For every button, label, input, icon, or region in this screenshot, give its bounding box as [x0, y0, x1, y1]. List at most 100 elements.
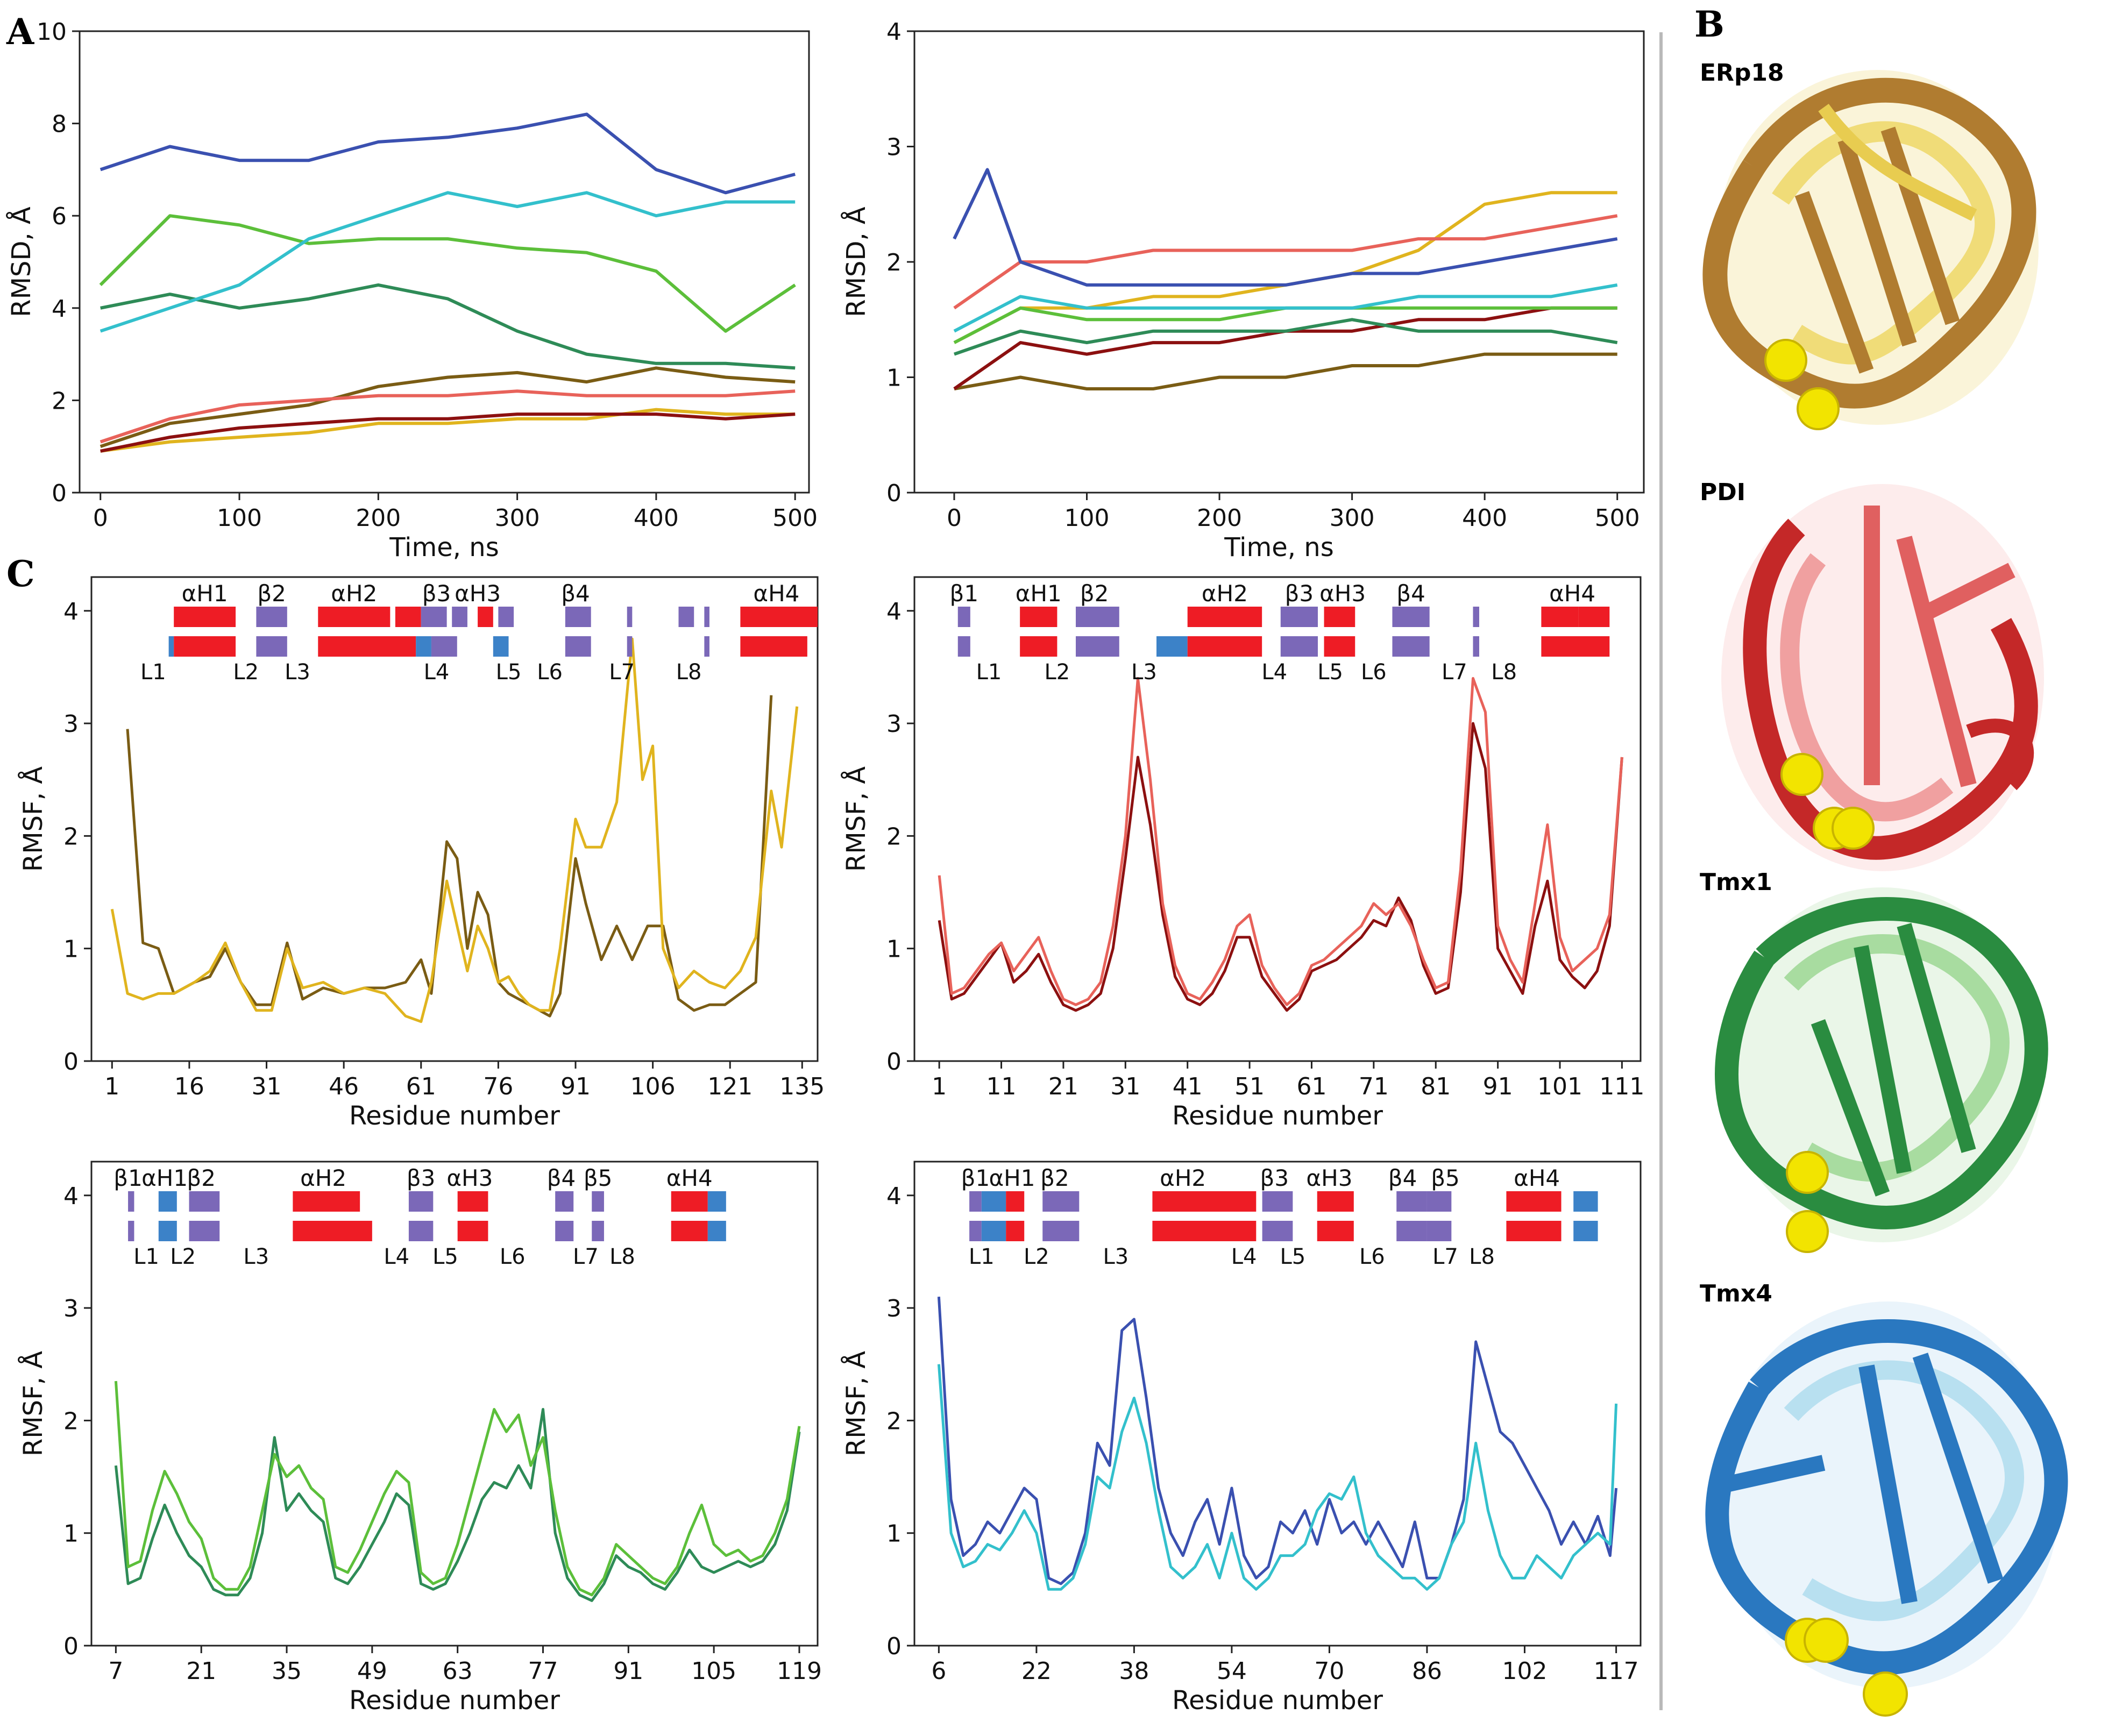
cysteine-sphere — [1804, 1618, 1849, 1663]
ss-element — [256, 607, 287, 627]
ss-element — [592, 1221, 604, 1241]
ss-element — [457, 1221, 488, 1241]
y-tick-label: 4 — [63, 598, 79, 625]
y-axis-label: RMSF, Å — [841, 1351, 871, 1456]
ss-element — [1006, 1191, 1025, 1212]
plot-frame — [913, 576, 1642, 1062]
ss-element — [158, 1191, 177, 1212]
series-line — [953, 283, 1618, 333]
loop-label: L2 — [1024, 1244, 1049, 1269]
x-tick-label: 38 — [1119, 1657, 1149, 1685]
rmsf-plot-tmx4: 6 22 38 54 70 86 102 117 0 1 2 3 4 Residue number RMSF… — [841, 1161, 1642, 1716]
ss-element — [1392, 636, 1430, 657]
ss-element — [1324, 607, 1355, 627]
x-tick-label: 41 — [1173, 1073, 1203, 1100]
series-line — [110, 637, 799, 1023]
structure-tmx4: Tmx4 — [1700, 1280, 2068, 1717]
x-axis-label: Time, ns — [1224, 532, 1333, 563]
ss-element — [981, 1191, 1006, 1212]
ss-element — [707, 1191, 726, 1212]
ss-label: β2 — [257, 580, 286, 607]
ss-element — [189, 1191, 220, 1212]
x-axis-label: Residue number — [349, 1101, 560, 1131]
y-tick-label: 3 — [886, 1295, 902, 1322]
ss-label: β3 — [1260, 1165, 1289, 1191]
y-tick-label: 3 — [886, 710, 902, 738]
ss-element — [493, 636, 509, 657]
x-tick-label: 51 — [1234, 1073, 1265, 1100]
ss-element — [408, 1221, 434, 1241]
series-line — [954, 318, 1618, 356]
ss-element — [592, 1191, 604, 1212]
loop-label: L3 — [243, 1244, 269, 1269]
ss-label: αH4 — [753, 580, 799, 607]
y-tick-label: 3 — [886, 134, 902, 161]
x-tick-label: 300 — [1330, 504, 1375, 532]
cysteine-sphere — [1786, 1151, 1829, 1194]
cysteine-sphere — [1764, 339, 1807, 382]
ss-label: αH3 — [446, 1165, 493, 1191]
ss-element — [128, 1221, 134, 1241]
y-tick-label: 8 — [52, 111, 67, 138]
loop-label: L4 — [1231, 1244, 1257, 1269]
loop-label: L7 — [1432, 1244, 1458, 1269]
ss-element — [981, 1221, 1006, 1241]
y-tick-label: 1 — [63, 936, 79, 963]
x-axis-label: Residue number — [349, 1685, 560, 1716]
ss-element — [189, 1221, 220, 1241]
x-tick-label: 101 — [1537, 1073, 1582, 1100]
ss-element — [969, 1191, 982, 1212]
y-tick-label: 1 — [886, 936, 902, 963]
structure-erp18: ERp18 — [1700, 59, 2039, 430]
y-tick-label: 3 — [63, 1295, 79, 1322]
x-tick-label: 77 — [528, 1657, 558, 1685]
ss-element — [158, 1221, 177, 1241]
y-tick-label: 2 — [52, 387, 67, 415]
y-axis-label: RMSD, Å — [841, 207, 871, 317]
loop-label: L2 — [170, 1244, 196, 1269]
ss-element — [128, 1191, 134, 1212]
ss-label: αH4 — [1514, 1165, 1560, 1191]
ribbon — [1724, 1353, 2004, 1604]
ss-element — [1573, 1191, 1598, 1212]
loop-label: L3 — [1103, 1244, 1129, 1269]
x-tick-label: 11 — [986, 1073, 1017, 1100]
ss-element — [1006, 1221, 1025, 1241]
x-tick-label: 400 — [634, 504, 679, 532]
ss-element — [957, 636, 970, 657]
y-tick-label: 2 — [886, 823, 902, 850]
ss-element — [1317, 1221, 1354, 1241]
ss-element — [740, 636, 807, 657]
x-tick-label: 105 — [691, 1657, 736, 1685]
structure-pdi: PDI — [1700, 479, 2044, 871]
loop-label: L1 — [976, 660, 1002, 685]
ss-element — [1396, 1221, 1427, 1241]
series-line — [100, 366, 796, 449]
x-tick-label: 111 — [1599, 1073, 1644, 1100]
y-tick-label: 0 — [886, 1633, 902, 1660]
ss-element — [565, 636, 591, 657]
y-tick-label: 0 — [52, 480, 67, 507]
x-tick-label: 91 — [560, 1073, 591, 1100]
panel-label-b: B — [1694, 3, 1724, 45]
ss-label: β5 — [1431, 1165, 1460, 1191]
ss-element — [627, 636, 633, 657]
cysteine-sphere — [1863, 1671, 1908, 1717]
ribbon — [1811, 923, 1976, 1197]
ss-element — [1187, 636, 1262, 657]
x-tick-label: 117 — [1594, 1657, 1639, 1685]
ss-label: αH1 — [182, 580, 228, 607]
series-line — [100, 112, 796, 195]
loop-label: L1 — [969, 1244, 995, 1269]
ss-element — [256, 636, 287, 657]
ss-label: β4 — [1396, 580, 1425, 607]
ss-element — [704, 636, 709, 657]
structure-label: Tmx4 — [1700, 1280, 1772, 1307]
y-tick-label: 1 — [63, 1520, 79, 1548]
ss-element — [1156, 636, 1188, 657]
ss-label: β3 — [407, 1165, 436, 1191]
cysteine-sphere — [1780, 753, 1823, 796]
ss-label: β4 — [1388, 1165, 1417, 1191]
